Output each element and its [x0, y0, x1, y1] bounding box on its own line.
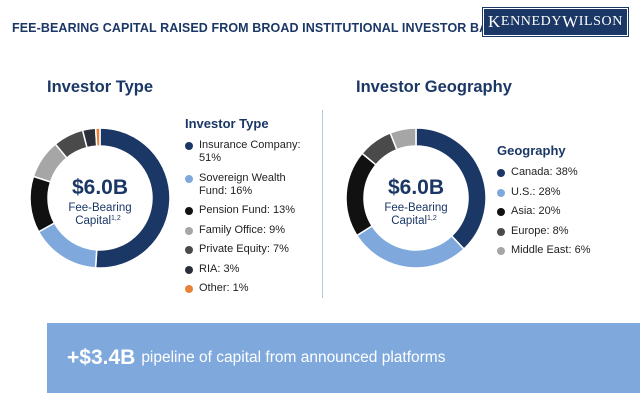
legend-label: Canada: 38% — [511, 166, 578, 178]
investor-type-chart-title: Investor Type — [47, 78, 154, 96]
kennedy-wilson-logo: K ENNEDY W ILSON — [482, 7, 629, 37]
legend-swatch — [185, 285, 193, 293]
divider — [322, 110, 323, 298]
legend-label: Asia: 20% — [511, 205, 561, 217]
pipeline-amount: +$3.4B — [67, 346, 136, 369]
page-title: FEE-BEARING CAPITAL RAISED FROM BROAD IN… — [12, 21, 506, 35]
pipeline-banner: +$3.4B pipeline of capital from announce… — [47, 323, 640, 393]
footnote-superscript: 1,2 — [427, 215, 437, 222]
legend-swatch — [497, 169, 505, 177]
legend-label: Other: 1% — [199, 282, 249, 294]
legend-label: Europe: 8% — [511, 224, 569, 237]
center-value: $6.0B — [72, 176, 128, 199]
legend-item-insurance-company: Insurance Company: 51% — [185, 139, 309, 165]
center-label-line1: Fee-Bearing — [68, 202, 131, 214]
legend-label: Pension Fund: 13% — [199, 204, 296, 216]
legend-item-middle-east: Middle East: 6% — [497, 244, 621, 257]
legend-label: Family Office: 9% — [199, 223, 285, 236]
investor-type-legend-title: Investor Type — [185, 116, 269, 131]
legend-swatch — [497, 208, 505, 216]
legend-swatch — [185, 226, 193, 235]
legend-label: U.S.: 28% — [511, 185, 561, 198]
center-label-line2: Capital1,2 — [391, 215, 437, 227]
slice-middle-east — [389, 127, 417, 151]
legend-label: Insurance Company: 51% — [199, 139, 301, 164]
legend-item-sovereign-wealth-fund: Sovereign Wealth Fund: 16% — [185, 172, 309, 198]
legend-item-asia: Asia: 20% — [497, 205, 621, 218]
center-label-line1: Fee-Bearing — [384, 202, 447, 214]
legend-item-other: Other: 1% — [185, 282, 309, 295]
legend-item-u-s: U.S.: 28% — [497, 186, 621, 199]
legend-swatch — [185, 174, 193, 183]
legend-swatch — [497, 247, 505, 255]
legend-item-canada: Canada: 38% — [497, 166, 621, 179]
legend-label: RIA: 3% — [199, 262, 240, 275]
legend-item-europe: Europe: 8% — [497, 225, 621, 238]
legend-swatch — [497, 188, 505, 197]
legend-item-ria: RIA: 3% — [185, 263, 309, 276]
legend-label: Sovereign Wealth Fund: 16% — [199, 171, 286, 197]
center-label-line2: Capital1,2 — [75, 215, 121, 227]
investor-type-legend: Insurance Company: 51% Sovereign Wealth F… — [185, 139, 309, 302]
slice-other — [94, 127, 101, 147]
legend-swatch — [185, 207, 193, 215]
legend-label: Private Equity: 7% — [199, 243, 289, 255]
legend-item-family-office: Family Office: 9% — [185, 224, 309, 237]
slice-u-s — [355, 224, 465, 269]
slice-pension-fund — [29, 175, 56, 233]
slice-asia — [345, 152, 377, 237]
legend-swatch — [185, 142, 193, 150]
legend-item-pension-fund: Pension Fund: 13% — [185, 204, 309, 217]
slice-sovereign-wealth-fund — [37, 222, 98, 269]
legend-swatch — [497, 227, 505, 236]
legend-item-private-equity: Private Equity: 7% — [185, 243, 309, 256]
center-value: $6.0B — [388, 176, 444, 199]
geography-legend-title: Geography — [497, 143, 566, 158]
footnote-superscript: 1,2 — [111, 215, 121, 222]
pipeline-text: pipeline of capital from announced platf… — [141, 349, 446, 366]
legend-swatch — [185, 265, 193, 274]
geography-legend: Canada: 38% U.S.: 28% Asia: 20% Europe: 8% M… — [497, 166, 621, 264]
investor-geography-chart-title: Investor Geography — [356, 78, 512, 96]
slice-insurance-company — [94, 127, 171, 269]
legend-label: Middle East: 6% — [511, 244, 591, 256]
legend-swatch — [185, 246, 193, 254]
